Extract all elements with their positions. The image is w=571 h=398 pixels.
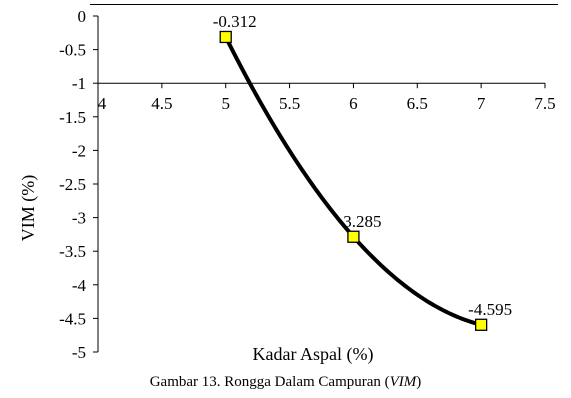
y-tick-label: -5 <box>72 343 86 362</box>
caption-suffix: ) <box>416 374 422 390</box>
data-point-marker <box>347 230 360 243</box>
figure-caption: Gambar 13. Rongga Dalam Campuran (VIM) <box>0 374 571 391</box>
data-point-label: -0.312 <box>213 12 257 31</box>
data-point-label: -4.595 <box>468 300 512 319</box>
data-point-label: 3.285 <box>343 212 381 231</box>
y-tick-label: -2.5 <box>59 175 86 194</box>
x-tick-label: 4.5 <box>151 94 172 113</box>
y-tick-label: -4 <box>72 276 87 295</box>
caption-prefix: Gambar 13. Rongga Dalam Campuran ( <box>149 374 390 390</box>
x-tick-label: 6.5 <box>407 94 428 113</box>
y-axis: 0 -0.5 -1 -1.5 -2 -2.5 -3 -3.5 -4 -4.5 -5 <box>59 7 99 362</box>
y-tick-label: 0 <box>78 7 87 26</box>
chart: 0 -0.5 -1 -1.5 -2 -2.5 -3 -3.5 -4 -4.5 -5 4 4.5 5 5.5… <box>18 7 556 365</box>
x-tick-label: 5 <box>221 94 230 113</box>
data-point-marker <box>474 318 488 331</box>
trendline <box>223 34 484 327</box>
y-tick-label: -1.5 <box>59 108 86 127</box>
y-tick-label: -1 <box>72 74 86 93</box>
data-point-marker <box>219 30 232 44</box>
data-markers <box>219 30 488 331</box>
x-tick-label: 7 <box>477 94 486 113</box>
x-tick-label: 6 <box>349 94 358 113</box>
y-tick-label: -3 <box>72 209 86 228</box>
y-tick-label: -3.5 <box>59 242 86 261</box>
top-rule <box>90 4 558 5</box>
y-tick-label: -4.5 <box>59 309 86 328</box>
data-labels: -0.312 3.285 -4.595 <box>213 12 512 319</box>
y-axis-label: VIM (%) <box>18 175 39 241</box>
caption-emphasis: VIM <box>389 374 417 390</box>
y-tick-label: -2 <box>72 141 86 160</box>
x-tick-label: 7.5 <box>534 94 555 113</box>
x-axis-label: Kadar Aspal (%) <box>253 344 374 365</box>
y-tick-label: -0.5 <box>59 41 86 60</box>
x-tick-label: 4 <box>98 94 107 113</box>
x-tick-label: 5.5 <box>279 94 300 113</box>
x-axis: 4 4.5 5 5.5 6 6.5 7 7.5 <box>97 82 556 113</box>
trendline-curve <box>223 34 484 327</box>
